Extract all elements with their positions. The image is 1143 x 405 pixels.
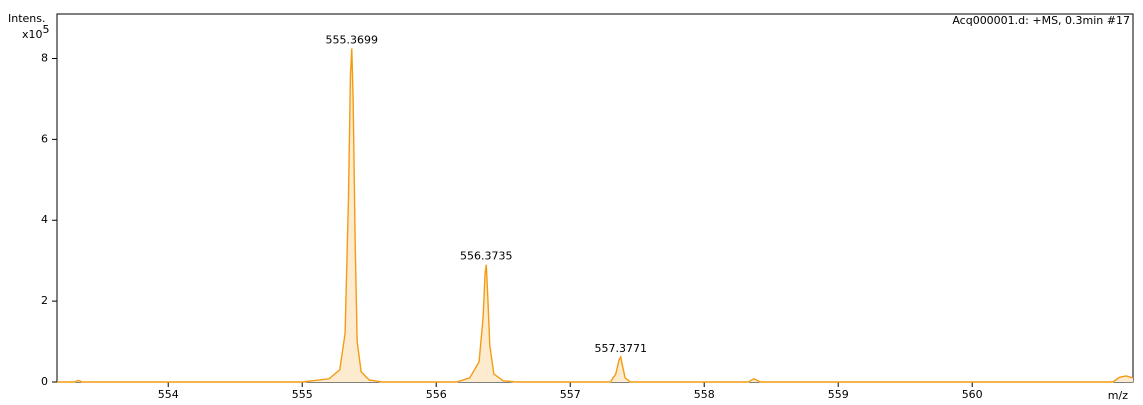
x-tick-label: 556 — [426, 388, 447, 401]
spectrum-line — [57, 48, 1134, 383]
x-tick-label: 559 — [828, 388, 849, 401]
peak-label: 555.3699 — [326, 33, 379, 46]
y-tick-label: 2 — [41, 294, 48, 307]
plot-frame — [56, 13, 1134, 383]
y-tick-label: 8 — [41, 51, 48, 64]
peak-label: 557.3771 — [594, 342, 647, 355]
y-tick-label: 4 — [41, 213, 48, 226]
x-tick-label: 558 — [694, 388, 715, 401]
x-tick-label: 554 — [158, 388, 179, 401]
y-scale-label: x105 — [22, 23, 50, 41]
y-scale-exponent: 5 — [43, 23, 50, 36]
x-tick-label: 560 — [962, 388, 983, 401]
spectrum-area — [57, 48, 1133, 383]
x-axis-label: m/z — [1108, 389, 1128, 402]
y-axis-label: Intens. — [8, 12, 46, 25]
chart-title: Acq000001.d: +MS, 0.3min #17 — [952, 14, 1130, 27]
x-tick-label: 557 — [560, 388, 581, 401]
y-scale-base: x10 — [22, 28, 43, 41]
y-tick-label: 0 — [41, 375, 48, 388]
x-tick-label: 555 — [292, 388, 313, 401]
peak-label: 556.3735 — [460, 250, 513, 263]
y-tick-label: 6 — [41, 132, 48, 145]
